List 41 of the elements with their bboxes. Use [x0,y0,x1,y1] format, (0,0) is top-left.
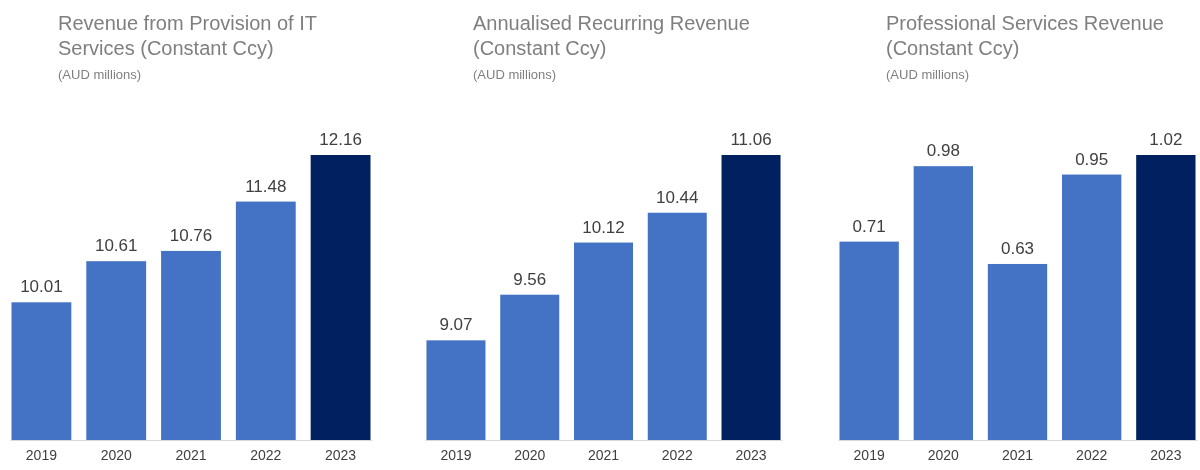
bar [913,166,973,440]
x-tick-label: 2020 [927,446,960,463]
x-tick-label: 2019 [853,446,885,463]
chart-title: Professional Services Revenue (Constant Ccy) [886,12,1164,59]
data-label: 0.71 [852,216,886,236]
data-label: 10.12 [582,217,625,237]
chart-title: Revenue from Provision of IT Services (Constant Ccy) [58,12,317,59]
chart-subtitle: (AUD millions) [58,67,142,82]
data-label: 10.44 [655,187,699,207]
x-tick-label: 2020 [514,446,546,463]
data-label: 0.63 [1000,238,1035,258]
data-label: 11.06 [730,130,772,149]
data-label: 10.01 [20,277,63,297]
data-label: 10.61 [94,236,138,256]
bar [839,241,899,440]
data-label: 12.16 [319,130,362,149]
x-tick-label: 2021 [587,446,620,463]
chart-subtitle: (AUD millions) [886,67,970,82]
data-label: 9.56 [513,269,547,289]
data-label: 11.48 [245,176,287,196]
chart-title: Annualised Recurring Revenue (Constant Ccy) [473,12,750,59]
x-tick-label: 2021 [175,446,207,463]
bar [987,263,1048,440]
bar [1062,174,1122,440]
bar [1136,155,1196,440]
x-tick-label: 2022 [1076,446,1108,463]
x-tick-label: 2019 [440,446,472,463]
x-tick-label: 2021 [1001,446,1034,463]
x-tick-label: 2019 [25,446,58,463]
data-label: 0.98 [926,141,960,161]
data-label: 10.76 [169,225,213,245]
x-tick-label: 2020 [100,446,132,463]
data-label: 0.95 [1075,149,1109,169]
x-tick-label: 2022 [250,446,282,463]
data-label: 9.07 [439,315,473,335]
chart-subtitle: (AUD millions) [473,67,557,82]
x-tick-label: 2023 [735,446,767,463]
x-tick-label: 2023 [325,446,357,463]
x-tick-label: 2023 [1150,446,1182,463]
x-tick-label: 2022 [661,446,694,463]
data-label: 1.02 [1149,130,1183,149]
